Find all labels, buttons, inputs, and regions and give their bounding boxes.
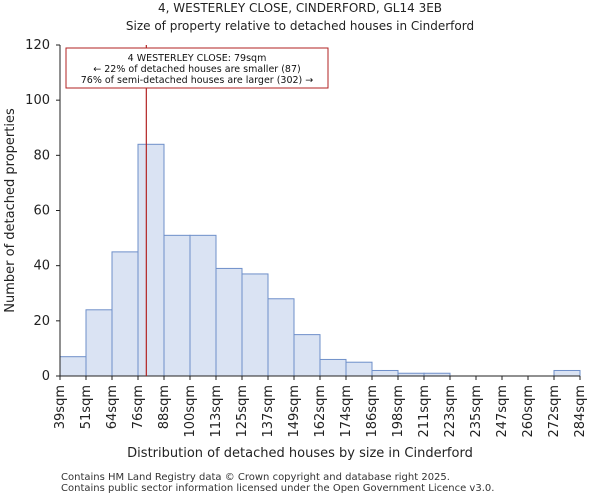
- histogram-bar-137sqm: [267, 298, 295, 377]
- x-tick-label: 100sqm: [183, 385, 198, 438]
- x-tick-label: 88sqm: [157, 385, 172, 429]
- footer-line-1: Contains HM Land Registry data © Crown c…: [61, 472, 450, 483]
- histogram-bar-100sqm: [189, 234, 217, 377]
- x-tick-label: 149sqm: [287, 385, 302, 438]
- histogram-bar-272sqm: [553, 369, 581, 377]
- histogram-bar-39sqm: [59, 356, 87, 377]
- x-axis-label: Distribution of detached houses by size …: [127, 446, 473, 461]
- annotation-line-2: ← 22% of detached houses are smaller (87…: [93, 64, 300, 75]
- x-tick-label: 198sqm: [391, 385, 406, 438]
- chart-title: 4, WESTERLEY CLOSE, CINDERFORD, GL14 3EB: [157, 1, 443, 15]
- y-tick-label: 0: [42, 369, 50, 384]
- y-tick-label: 120: [25, 38, 50, 53]
- y-tick-label: 60: [33, 204, 50, 219]
- histogram-bar-125sqm: [241, 273, 269, 377]
- x-tick-label: 284sqm: [573, 385, 588, 438]
- y-tick-label: 100: [25, 93, 50, 108]
- x-tick-label: 113sqm: [209, 385, 224, 438]
- histogram-bar-88sqm: [163, 234, 191, 377]
- histogram-bar-162sqm: [319, 358, 347, 377]
- x-tick-label: 211sqm: [417, 385, 432, 438]
- x-tick-label: 174sqm: [339, 385, 354, 438]
- y-axis-label: Number of detached properties: [3, 108, 18, 313]
- x-tick-label: 51sqm: [79, 385, 94, 429]
- x-tick-label: 272sqm: [547, 385, 562, 438]
- histogram-bar-51sqm: [85, 309, 113, 377]
- histogram-bar-76sqm: [137, 143, 165, 377]
- histogram-bar-113sqm: [215, 267, 243, 377]
- y-tick-label: 20: [33, 314, 50, 329]
- histogram-bar-64sqm: [111, 251, 139, 377]
- y-tick-label: 40: [33, 259, 50, 274]
- histogram-bar-174sqm: [345, 361, 373, 377]
- x-tick-label: 223sqm: [443, 385, 458, 438]
- x-tick-label: 162sqm: [313, 385, 328, 438]
- histogram-chart: 0 20 40 60 80 100 120 39sqm 51sqm 64sqm 76sqm 88sqm…: [3, 38, 588, 461]
- annotation-box: [65, 47, 329, 89]
- x-tick-label: 137sqm: [261, 385, 276, 438]
- annotation-line-3: 76% of semi-detached houses are larger (…: [81, 75, 314, 86]
- histogram-bar-186sqm: [371, 369, 399, 377]
- x-tick-label: 64sqm: [105, 385, 120, 429]
- x-tick-label: 39sqm: [53, 385, 68, 429]
- footer-line-2: Contains public sector information licen…: [61, 483, 495, 494]
- y-tick-label: 80: [33, 148, 50, 163]
- histogram-bar-149sqm: [293, 334, 321, 377]
- x-tick-label: 186sqm: [365, 385, 380, 438]
- x-tick-label: 235sqm: [469, 385, 484, 438]
- x-tick-label: 260sqm: [521, 385, 536, 438]
- x-tick-label: 125sqm: [235, 385, 250, 438]
- x-tick-label: 76sqm: [131, 385, 146, 429]
- annotation-line-1: 4 WESTERLEY CLOSE: 79sqm: [128, 53, 267, 64]
- chart-subtitle: Size of property relative to detached ho…: [125, 19, 475, 33]
- x-tick-label: 247sqm: [495, 385, 510, 438]
